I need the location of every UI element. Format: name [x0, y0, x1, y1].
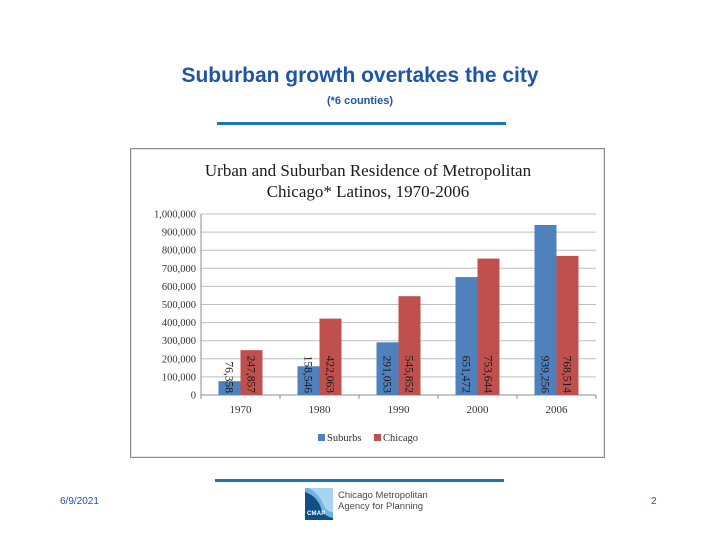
legend-swatch-suburbs — [318, 434, 325, 441]
bar-chicago-1970 — [240, 350, 263, 395]
data-label-suburbs-2006: 939,256 — [539, 356, 551, 394]
bar-suburbs-1980 — [297, 366, 320, 395]
x-tick-label: 1970 — [230, 404, 253, 416]
x-tick-label: 1980 — [309, 404, 332, 416]
y-tick-label: 1,000,000 — [154, 210, 196, 221]
legend-label-suburbs: Suburbs — [327, 433, 361, 444]
data-label-suburbs-1970: 76,358 — [223, 361, 235, 393]
y-tick-label: 900,000 — [162, 228, 196, 239]
cmap-logo-icon — [305, 488, 333, 520]
data-label-chicago-2000: 753,644 — [482, 356, 494, 394]
x-tick-label: 2000 — [467, 404, 490, 416]
chart-frame: Urban and Suburban Residence of Metropol… — [130, 148, 605, 458]
y-tick-label: 800,000 — [162, 246, 196, 257]
data-label-chicago-1970: 247,857 — [245, 356, 257, 394]
bar-chicago-2000 — [477, 258, 500, 395]
logo-text: Chicago Metropolitan Agency for Planning — [338, 490, 428, 512]
legend-swatch-chicago — [374, 434, 381, 441]
slide-title: Suburban growth overtakes the city — [181, 64, 539, 87]
y-tick-label: 200,000 — [162, 354, 196, 365]
y-tick-label: 100,000 — [162, 372, 196, 383]
x-tick-label: 1990 — [388, 404, 411, 416]
bar-suburbs-2000 — [455, 277, 478, 395]
logo-abbr: CMAP — [307, 511, 326, 517]
bottom-divider — [215, 479, 504, 482]
bar-chart: Urban and Suburban Residence of Metropol… — [154, 161, 597, 444]
slide-subtitle: (*6 counties) — [326, 95, 393, 107]
slide-date: 6/9/2021 — [60, 496, 99, 507]
logo-text-line2: Agency for Planning — [338, 501, 424, 512]
data-label-suburbs-2000: 651,472 — [460, 356, 472, 394]
chart-title-line2: Chicago* Latinos, 1970-2006 — [267, 182, 470, 201]
data-label-suburbs-1980: 158,546 — [302, 356, 314, 394]
bar-suburbs-1970 — [218, 381, 241, 395]
x-tick-label: 2006 — [546, 404, 569, 416]
logo-text-line1: Chicago Metropolitan — [338, 490, 428, 501]
y-tick-label: 700,000 — [162, 264, 196, 275]
page-number: 2 — [651, 496, 657, 507]
cmap-logo: CMAP Chicago Metropolitan Agency for Pla… — [305, 488, 428, 522]
legend-label-chicago: Chicago — [383, 433, 418, 444]
y-tick-label: 400,000 — [162, 318, 196, 329]
bar-chicago-1980 — [319, 318, 342, 395]
chart-title-line1: Urban and Suburban Residence of Metropol… — [205, 161, 532, 180]
data-label-suburbs-1990: 291,053 — [381, 356, 393, 394]
y-tick-label: 500,000 — [162, 300, 196, 311]
y-tick-label: 0 — [191, 391, 196, 402]
data-label-chicago-1980: 422,063 — [324, 356, 336, 394]
bar-chicago-1990 — [398, 296, 421, 395]
y-tick-label: 300,000 — [162, 336, 196, 347]
bar-chicago-2006 — [556, 255, 579, 395]
bar-suburbs-2006 — [534, 224, 557, 395]
y-tick-label: 600,000 — [162, 282, 196, 293]
bar-suburbs-1990 — [376, 342, 399, 395]
data-label-chicago-1990: 545,852 — [403, 356, 415, 394]
top-divider — [217, 122, 506, 125]
data-label-chicago-2006: 768,514 — [561, 356, 573, 394]
